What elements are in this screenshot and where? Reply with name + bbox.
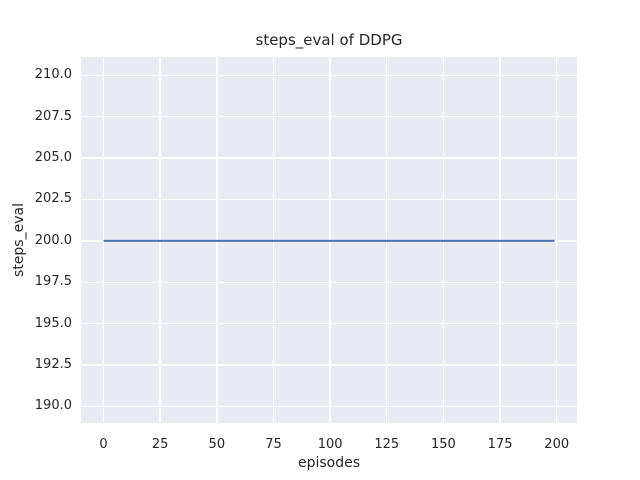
x-tick-label: 50: [208, 437, 226, 452]
plot-area: [81, 57, 577, 423]
y-tick-label: 210.0: [34, 67, 72, 83]
x-tick-label: 200: [544, 437, 570, 452]
y-tick-label: 192.5: [34, 357, 72, 373]
x-gridline: [102, 57, 105, 423]
y-tick-label: 202.5: [34, 191, 72, 207]
y-tick-label: 200.0: [34, 232, 72, 248]
y-gridline: [81, 281, 577, 283]
x-axis-label: episodes: [297, 455, 361, 471]
chart-title: steps_eval of DDPG: [255, 31, 403, 49]
y-tick-label: 195.0: [34, 315, 72, 331]
x-tick-label: 0: [99, 437, 108, 452]
x-tick-label: 175: [487, 437, 513, 452]
x-tick-label: 100: [317, 437, 343, 452]
y-gridline: [81, 322, 577, 325]
line-series: [103, 239, 555, 242]
x-gridline: [556, 57, 558, 423]
y-gridline: [81, 157, 577, 159]
y-gridline: [81, 115, 577, 118]
y-tick-label: 190.0: [34, 398, 72, 414]
x-tick-label: 125: [374, 437, 400, 452]
y-tick-label: 197.5: [34, 274, 72, 290]
y-tick-label: 205.0: [34, 150, 72, 166]
x-tick-label: 25: [151, 437, 169, 452]
y-gridline: [81, 74, 577, 76]
y-gridline: [81, 405, 577, 408]
y-gridline: [81, 198, 577, 201]
y-gridline: [81, 364, 577, 366]
x-tick-label: 150: [431, 437, 456, 452]
y-tick-label: 207.5: [34, 108, 72, 124]
x-tick-label: 75: [265, 437, 282, 452]
